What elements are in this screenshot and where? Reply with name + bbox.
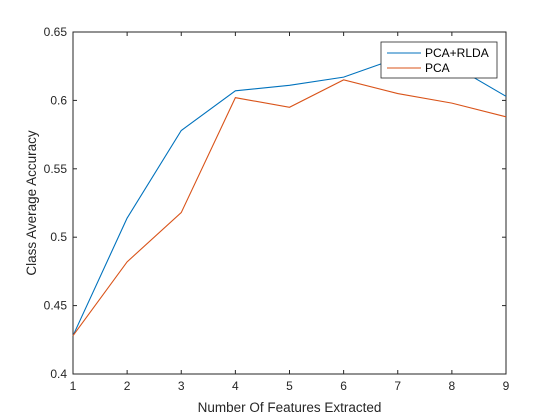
legend-label: PCA [425, 61, 450, 75]
series-line-2 [72, 79, 507, 337]
x-tick-label: 1 [70, 379, 77, 393]
x-tick-label: 5 [286, 379, 293, 393]
y-tick-label: 0.65 [44, 25, 68, 39]
x-tick-label: 8 [449, 379, 456, 393]
x-tick-label: 3 [178, 379, 185, 393]
legend-label: PCA+RLDA [425, 46, 489, 60]
x-tick-label: 9 [503, 379, 510, 393]
legend-box [380, 41, 498, 79]
x-axis-label: Number Of Features Extracted [198, 400, 382, 415]
x-tick-label: 6 [340, 379, 347, 393]
y-tick-label: 0.55 [44, 162, 68, 176]
y-tick-label: 0.6 [50, 93, 67, 107]
y-tick-label: 0.5 [50, 230, 67, 244]
y-axis-label: Class Average Accuracy [24, 130, 39, 276]
y-tick-label: 0.4 [50, 367, 67, 381]
y-tick-label: 0.45 [44, 299, 68, 313]
x-tick-label: 4 [232, 379, 239, 393]
x-tick-label: 7 [394, 379, 401, 393]
axis-ticks: 1 2 3 4 5 6 7 8 9 0.4 0.45 0.5 0.55 0.6 0.65 [44, 25, 510, 393]
plot-area [72, 31, 507, 375]
x-tick-label: 2 [124, 379, 131, 393]
